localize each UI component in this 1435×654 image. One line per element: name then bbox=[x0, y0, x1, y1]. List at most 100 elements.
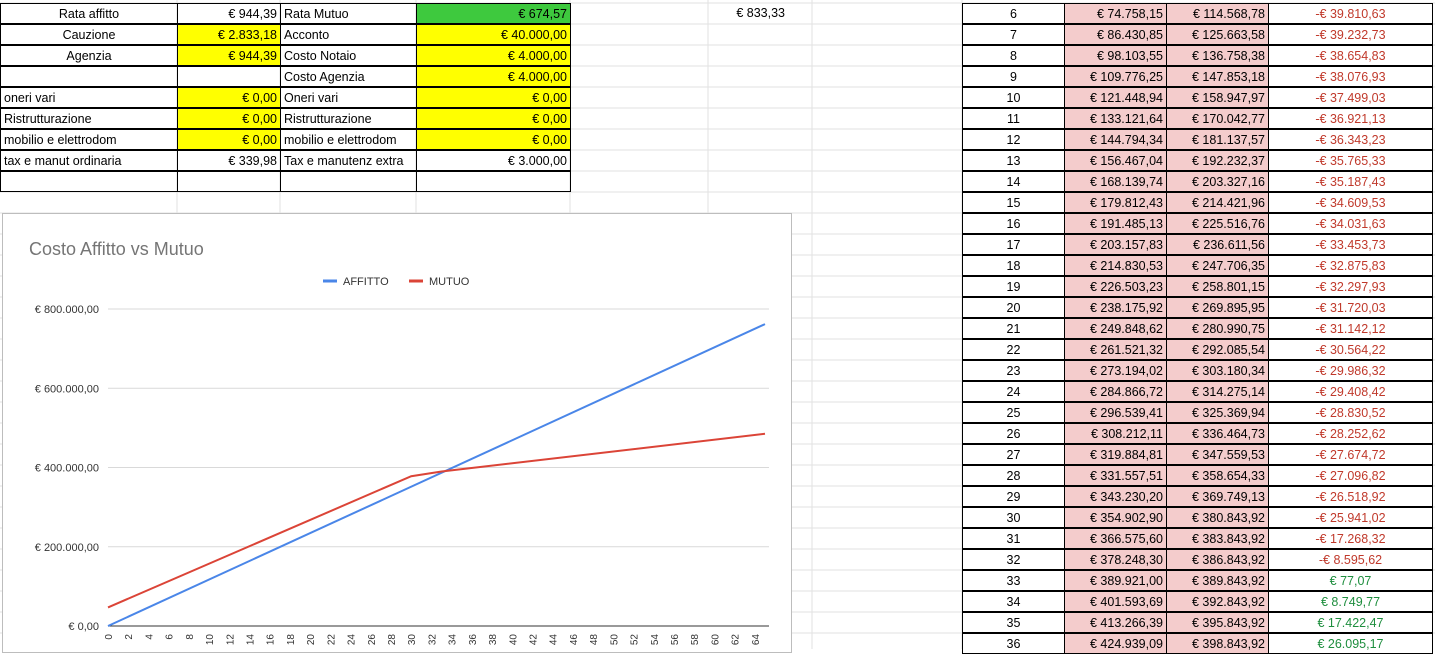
param-label-cell[interactable]: Acconto bbox=[280, 24, 417, 45]
difference-cell[interactable]: -€ 28.252,62 bbox=[1268, 423, 1433, 444]
param-value-cell[interactable]: € 0,00 bbox=[177, 129, 281, 150]
param-value-cell[interactable]: € 4.000,00 bbox=[416, 45, 571, 66]
mutuo-cumulative-cell[interactable]: € 389.843,92 bbox=[1166, 570, 1269, 591]
affitto-cumulative-cell[interactable]: € 273.194,02 bbox=[1064, 360, 1167, 381]
chart-container[interactable]: Costo Affitto vs Mutuo AFFITTO MUTUO € 0,… bbox=[2, 213, 792, 653]
year-cell[interactable]: 30 bbox=[962, 507, 1065, 528]
mutuo-cumulative-cell[interactable]: € 247.706,35 bbox=[1166, 255, 1269, 276]
empty-cell[interactable] bbox=[0, 171, 178, 192]
year-cell[interactable]: 26 bbox=[962, 423, 1065, 444]
param-label-cell[interactable]: Rata affitto bbox=[0, 3, 178, 24]
affitto-cumulative-cell[interactable]: € 156.467,04 bbox=[1064, 150, 1167, 171]
param-label-cell[interactable]: mobilio e elettrodom bbox=[280, 129, 417, 150]
affitto-cumulative-cell[interactable]: € 343.230,20 bbox=[1064, 486, 1167, 507]
affitto-cumulative-cell[interactable]: € 261.521,32 bbox=[1064, 339, 1167, 360]
mutuo-cumulative-cell[interactable]: € 292.085,54 bbox=[1166, 339, 1269, 360]
difference-cell[interactable]: -€ 39.232,73 bbox=[1268, 24, 1433, 45]
param-label-cell[interactable]: oneri vari bbox=[0, 87, 178, 108]
mutuo-cumulative-cell[interactable]: € 181.137,57 bbox=[1166, 129, 1269, 150]
series-line-mutuo[interactable] bbox=[107, 432, 766, 609]
affitto-cumulative-cell[interactable]: € 389.921,00 bbox=[1064, 570, 1167, 591]
mutuo-cumulative-cell[interactable]: € 303.180,34 bbox=[1166, 360, 1269, 381]
param-value-cell[interactable]: € 339,98 bbox=[177, 150, 281, 171]
param-value-cell[interactable]: € 40.000,00 bbox=[416, 24, 571, 45]
param-label-cell[interactable]: Tax e manutenz extra bbox=[280, 150, 417, 171]
affitto-cumulative-cell[interactable]: € 354.902,90 bbox=[1064, 507, 1167, 528]
affitto-cumulative-cell[interactable]: € 366.575,60 bbox=[1064, 528, 1167, 549]
affitto-cumulative-cell[interactable]: € 121.448,94 bbox=[1064, 87, 1167, 108]
year-cell[interactable]: 34 bbox=[962, 591, 1065, 612]
affitto-cumulative-cell[interactable]: € 401.593,69 bbox=[1064, 591, 1167, 612]
affitto-cumulative-cell[interactable]: € 98.103,55 bbox=[1064, 45, 1167, 66]
year-cell[interactable]: 16 bbox=[962, 213, 1065, 234]
param-label-cell[interactable]: tax e manut ordinaria bbox=[0, 150, 178, 171]
param-value-cell[interactable]: € 0,00 bbox=[416, 87, 571, 108]
difference-cell[interactable]: -€ 32.297,93 bbox=[1268, 276, 1433, 297]
year-cell[interactable]: 6 bbox=[962, 3, 1065, 24]
year-cell[interactable]: 8 bbox=[962, 45, 1065, 66]
difference-cell[interactable]: € 26.095,17 bbox=[1268, 633, 1433, 654]
difference-cell[interactable]: -€ 28.830,52 bbox=[1268, 402, 1433, 423]
affitto-cumulative-cell[interactable]: € 331.557,51 bbox=[1064, 465, 1167, 486]
affitto-cumulative-cell[interactable]: € 191.485,13 bbox=[1064, 213, 1167, 234]
affitto-cumulative-cell[interactable]: € 296.539,41 bbox=[1064, 402, 1167, 423]
mutuo-cumulative-cell[interactable]: € 203.327,16 bbox=[1166, 171, 1269, 192]
mutuo-cumulative-cell[interactable]: € 125.663,58 bbox=[1166, 24, 1269, 45]
year-cell[interactable]: 33 bbox=[962, 570, 1065, 591]
difference-cell[interactable]: -€ 38.654,83 bbox=[1268, 45, 1433, 66]
param-label-cell[interactable]: Agenzia bbox=[0, 45, 178, 66]
param-label-cell[interactable]: Costo Agenzia bbox=[280, 66, 417, 87]
year-cell[interactable]: 24 bbox=[962, 381, 1065, 402]
mutuo-cumulative-cell[interactable]: € 269.895,95 bbox=[1166, 297, 1269, 318]
affitto-cumulative-cell[interactable]: € 413.266,39 bbox=[1064, 612, 1167, 633]
mutuo-cumulative-cell[interactable]: € 314.275,14 bbox=[1166, 381, 1269, 402]
affitto-cumulative-cell[interactable]: € 284.866,72 bbox=[1064, 381, 1167, 402]
mutuo-cumulative-cell[interactable]: € 383.843,92 bbox=[1166, 528, 1269, 549]
param-value-cell[interactable]: € 944,39 bbox=[177, 3, 281, 24]
mutuo-cumulative-cell[interactable]: € 192.232,37 bbox=[1166, 150, 1269, 171]
difference-cell[interactable]: -€ 29.408,42 bbox=[1268, 381, 1433, 402]
param-label-cell[interactable]: Cauzione bbox=[0, 24, 178, 45]
difference-cell[interactable]: -€ 34.609,53 bbox=[1268, 192, 1433, 213]
affitto-cumulative-cell[interactable]: € 133.121,64 bbox=[1064, 108, 1167, 129]
difference-cell[interactable]: -€ 29.986,32 bbox=[1268, 360, 1433, 381]
year-cell[interactable]: 9 bbox=[962, 66, 1065, 87]
year-cell[interactable]: 32 bbox=[962, 549, 1065, 570]
difference-cell[interactable]: -€ 26.518,92 bbox=[1268, 486, 1433, 507]
mutuo-cumulative-cell[interactable]: € 214.421,96 bbox=[1166, 192, 1269, 213]
year-cell[interactable]: 31 bbox=[962, 528, 1065, 549]
affitto-cumulative-cell[interactable]: € 319.884,81 bbox=[1064, 444, 1167, 465]
year-cell[interactable]: 23 bbox=[962, 360, 1065, 381]
difference-cell[interactable]: -€ 27.674,72 bbox=[1268, 444, 1433, 465]
year-cell[interactable]: 17 bbox=[962, 234, 1065, 255]
mutuo-cumulative-cell[interactable]: € 347.559,53 bbox=[1166, 444, 1269, 465]
affitto-cumulative-cell[interactable]: € 238.175,92 bbox=[1064, 297, 1167, 318]
difference-cell[interactable]: -€ 38.076,93 bbox=[1268, 66, 1433, 87]
mutuo-cumulative-cell[interactable]: € 336.464,73 bbox=[1166, 423, 1269, 444]
param-label-cell[interactable]: Costo Notaio bbox=[280, 45, 417, 66]
difference-cell[interactable]: -€ 36.921,13 bbox=[1268, 108, 1433, 129]
series-line-affitto[interactable] bbox=[107, 323, 766, 627]
mutuo-cumulative-cell[interactable]: € 369.749,13 bbox=[1166, 486, 1269, 507]
param-value-cell[interactable]: € 944,39 bbox=[177, 45, 281, 66]
extra-value-cell[interactable]: € 833,33 bbox=[736, 6, 785, 20]
param-value-cell[interactable]: € 2.833,18 bbox=[177, 24, 281, 45]
year-cell[interactable]: 11 bbox=[962, 108, 1065, 129]
year-cell[interactable]: 36 bbox=[962, 633, 1065, 654]
year-cell[interactable]: 22 bbox=[962, 339, 1065, 360]
difference-cell[interactable]: -€ 37.499,03 bbox=[1268, 87, 1433, 108]
year-cell[interactable]: 7 bbox=[962, 24, 1065, 45]
mutuo-cumulative-cell[interactable]: € 158.947,97 bbox=[1166, 87, 1269, 108]
empty-cell[interactable] bbox=[416, 171, 571, 192]
param-label-cell[interactable] bbox=[0, 66, 178, 87]
difference-cell[interactable]: -€ 25.941,02 bbox=[1268, 507, 1433, 528]
year-cell[interactable]: 20 bbox=[962, 297, 1065, 318]
difference-cell[interactable]: -€ 32.875,83 bbox=[1268, 255, 1433, 276]
param-label-cell[interactable]: Ristrutturazione bbox=[280, 108, 417, 129]
difference-cell[interactable]: € 8.749,77 bbox=[1268, 591, 1433, 612]
difference-cell[interactable]: -€ 30.564,22 bbox=[1268, 339, 1433, 360]
affitto-cumulative-cell[interactable]: € 214.830,53 bbox=[1064, 255, 1167, 276]
affitto-cumulative-cell[interactable]: € 86.430,85 bbox=[1064, 24, 1167, 45]
year-cell[interactable]: 28 bbox=[962, 465, 1065, 486]
difference-cell[interactable]: € 17.422,47 bbox=[1268, 612, 1433, 633]
